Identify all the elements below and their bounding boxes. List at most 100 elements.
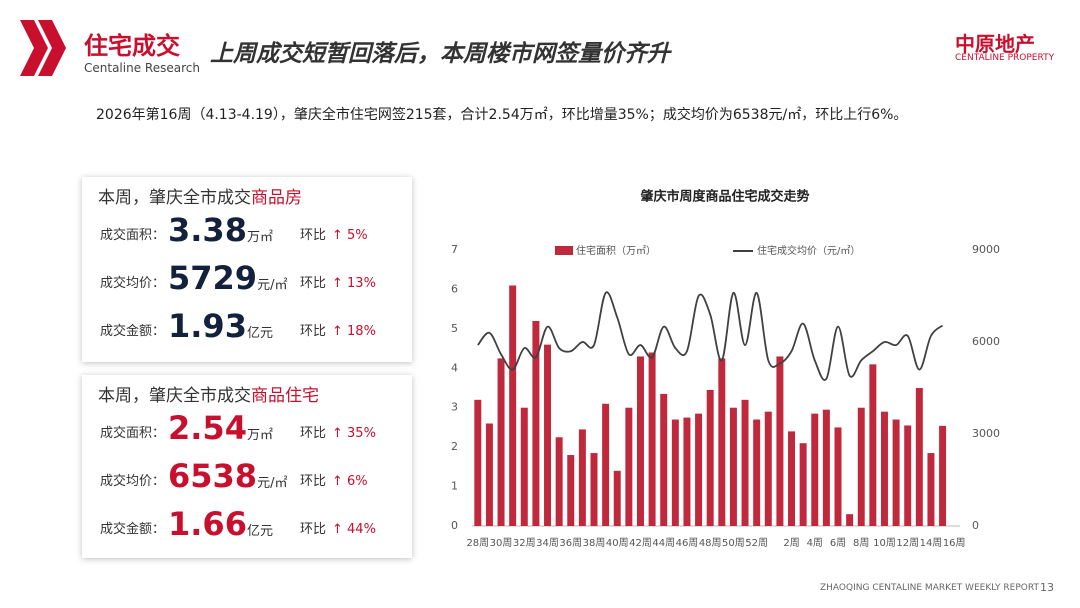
y-tick-label: 2 [451, 440, 458, 453]
metric-row: 成交金额： 1.66亿元 环比 ↑ 44% [100, 503, 400, 543]
bar [544, 344, 552, 526]
metric-value: 1.66亿元 [168, 505, 273, 543]
metric-number: 1.93 [168, 307, 247, 345]
card-title-text: 本周，肇庆全市成交 [98, 188, 251, 208]
x-tick-label: 10周 [873, 537, 896, 549]
x-tick-label: 40周 [606, 537, 629, 549]
x-tick-label: 38周 [583, 537, 606, 549]
chart: 肇庆市周度商品住宅成交走势 0 1 2 3 4 5 6 7 0 3000 6000 9000 28周 30… [451, 189, 1000, 550]
x-tick-label: 42周 [629, 537, 652, 549]
bar [636, 356, 644, 526]
bar [741, 399, 749, 526]
metric-unit: 亿元 [246, 326, 273, 341]
change-value: ↑ 35% [332, 426, 376, 441]
metric-unit: 元/㎡ [257, 278, 288, 293]
change-value: ↑ 5% [332, 228, 368, 243]
x-tick-label: 30周 [490, 537, 513, 549]
y-tick-label: 5 [451, 322, 458, 335]
page-number: 13 [1040, 581, 1054, 594]
bar [695, 413, 703, 526]
metric-label: 成交面积： [100, 426, 166, 441]
bar [822, 409, 830, 526]
y-tick-label: 0 [451, 519, 458, 532]
y2-tick-label: 3000 [972, 427, 1000, 440]
change-label: 环比 [300, 324, 327, 339]
metric-value: 2.54万㎡ [168, 409, 273, 447]
logo: 中原地产 [955, 32, 1035, 56]
summary: 2026年第16周（4.13-4.19），肇庆全市住宅网签215套，合计2.54… [96, 107, 908, 123]
bar [764, 411, 772, 526]
x-tick-label: 50周 [722, 537, 745, 549]
bar [578, 429, 586, 526]
chevron-icon [20, 20, 66, 76]
y-tick-label: 4 [451, 361, 458, 374]
bar [474, 399, 482, 526]
footer-text: ZHAOQING CENTALINE MARKET WEEKLY REPORT [820, 583, 1039, 593]
y-tick-label: 6 [451, 282, 458, 295]
change-label: 环比 [300, 276, 327, 291]
bar [927, 453, 935, 526]
chart-title: 肇庆市周度商品住宅成交走势 [639, 189, 809, 205]
bar [788, 431, 796, 526]
legend-label: 住宅成交均价（元/㎡） [757, 244, 860, 257]
metric-unit: 元/㎡ [257, 476, 288, 491]
card: 本周，肇庆全市成交商品房 成交面积： 3.38万㎡ 环比 ↑ 5% 成交均价： 5729元/… [82, 177, 412, 362]
y2-tick-label: 6000 [972, 335, 1000, 348]
bar [648, 352, 656, 526]
metric-label: 成交面积： [100, 228, 166, 243]
metric-label: 成交金额： [100, 522, 166, 537]
metric-row: 成交均价： 6538元/㎡ 环比 ↑ 6% [100, 455, 400, 495]
metric-number: 5729 [168, 259, 258, 297]
y-tick-label: 1 [451, 480, 458, 493]
legend-label: 住宅面积（万㎡） [576, 244, 656, 257]
headline: 上周成交短暂回落后，本周楼市网签量价齐升 [210, 41, 670, 67]
metric-value: 5729元/㎡ [168, 259, 287, 297]
y-tick-label: 7 [451, 243, 458, 256]
bar [671, 419, 679, 526]
bar [485, 423, 493, 526]
bar [520, 407, 528, 526]
bar [939, 425, 947, 526]
x-tick-label: 44周 [652, 537, 675, 549]
change-value: ↑ 44% [332, 522, 376, 537]
bar [904, 425, 912, 526]
x-tick-label: 8周 [853, 537, 869, 549]
y-tick-label: 3 [451, 401, 458, 414]
change-value: ↑ 6% [332, 474, 368, 489]
change-label: 环比 [300, 426, 327, 441]
bar [729, 407, 737, 526]
logo-en: CENTALINE PROPERTY [955, 53, 1055, 63]
metric-unit: 万㎡ [246, 230, 273, 245]
metric-number: 1.66 [168, 505, 247, 543]
metric-value: 6538元/㎡ [168, 457, 287, 495]
change-label: 环比 [300, 474, 327, 489]
bar [683, 417, 691, 526]
change-label: 环比 [300, 522, 327, 537]
x-tick-label: 52周 [745, 537, 768, 549]
bar [753, 419, 761, 526]
card-highlight: 商品住宅 [251, 386, 319, 406]
x-tick-label: 46周 [676, 537, 699, 549]
metric-unit: 万㎡ [246, 428, 273, 443]
bar [660, 393, 668, 526]
bar [590, 453, 598, 526]
x-tick-label: 4周 [807, 537, 823, 549]
metric-unit: 亿元 [246, 524, 273, 539]
metric-number: 2.54 [168, 409, 247, 447]
bar [869, 364, 877, 526]
metric-value: 1.93亿元 [168, 307, 273, 345]
card-highlight: 商品房 [251, 188, 302, 208]
bar [625, 407, 633, 526]
bar [602, 403, 610, 526]
metric-label: 成交金额： [100, 324, 166, 339]
x-tick-label: 14周 [920, 537, 943, 549]
bar [892, 419, 900, 526]
bar [567, 455, 575, 526]
bar [718, 358, 726, 526]
metric-value: 3.38万㎡ [168, 211, 273, 249]
metric-number: 6538 [168, 457, 258, 495]
bar [613, 470, 621, 526]
bar [846, 514, 854, 526]
bar [880, 411, 888, 526]
